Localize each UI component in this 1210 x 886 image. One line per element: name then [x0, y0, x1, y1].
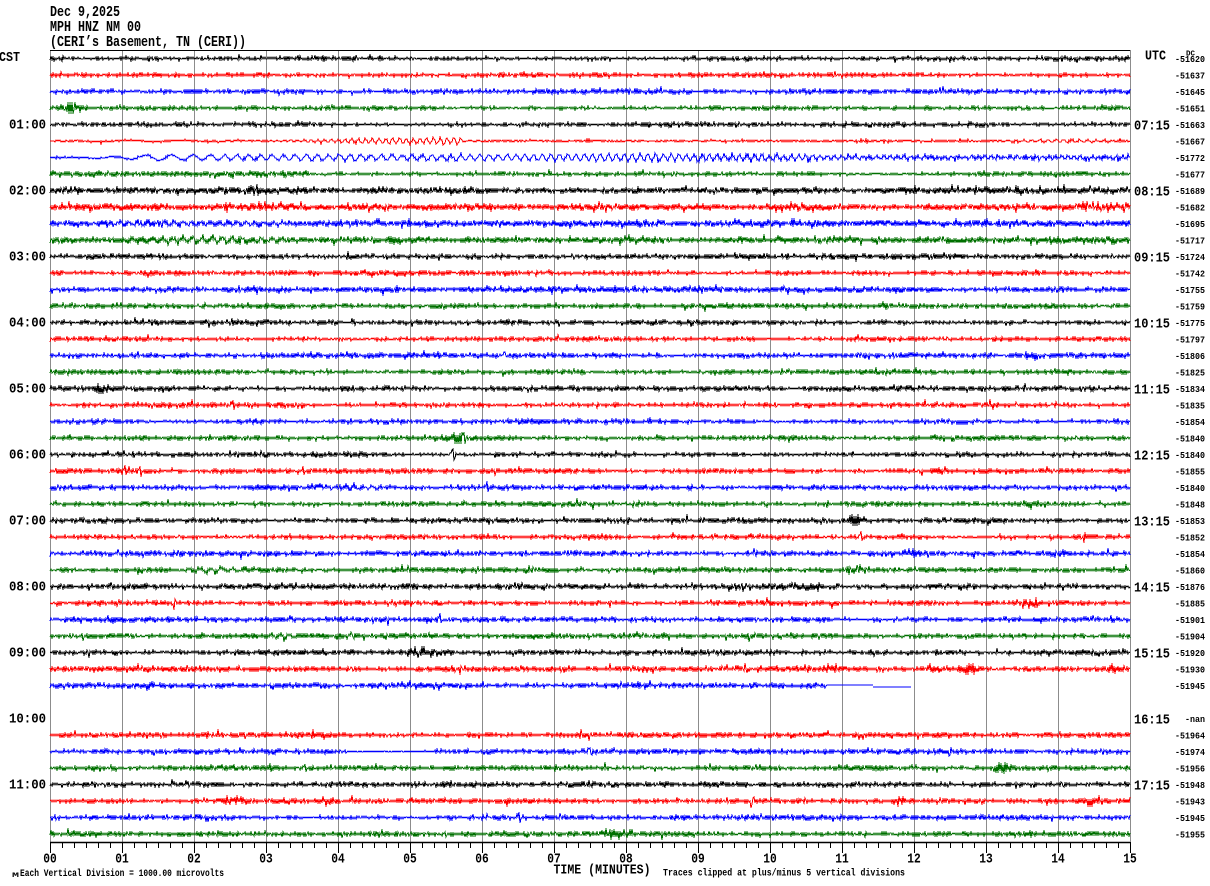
svg-text:-51651: -51651: [1175, 103, 1205, 114]
svg-text:-51620: -51620: [1175, 54, 1205, 65]
svg-text:09:00: 09:00: [9, 646, 46, 662]
svg-text:-51948: -51948: [1175, 780, 1205, 791]
svg-text:-51840: -51840: [1175, 433, 1205, 444]
svg-text:00: 00: [43, 852, 57, 868]
svg-text:06:00: 06:00: [9, 448, 46, 464]
svg-text:08: 08: [619, 852, 633, 868]
svg-text:-51637: -51637: [1175, 70, 1205, 81]
svg-text:-51695: -51695: [1175, 219, 1205, 230]
svg-text:-51901: -51901: [1175, 615, 1205, 626]
svg-text:13:15: 13:15: [1134, 515, 1170, 531]
svg-text:-51689: -51689: [1175, 186, 1205, 197]
svg-text:15:15: 15:15: [1134, 647, 1170, 663]
svg-text:-51840: -51840: [1175, 450, 1205, 461]
svg-text:-51964: -51964: [1175, 730, 1205, 741]
svg-text:17:15: 17:15: [1134, 779, 1170, 795]
svg-text:14: 14: [1051, 852, 1065, 868]
svg-text:-51943: -51943: [1175, 796, 1205, 807]
svg-text:-51677: -51677: [1175, 169, 1205, 180]
svg-text:11: 11: [835, 852, 849, 868]
svg-text:11:15: 11:15: [1134, 383, 1170, 399]
svg-text:-51920: -51920: [1175, 648, 1205, 659]
svg-text:-51848: -51848: [1175, 499, 1205, 510]
svg-text:Traces clipped at plus/minus 5: Traces clipped at plus/minus 5 vertical …: [663, 868, 905, 880]
svg-text:01:00: 01:00: [9, 118, 46, 134]
svg-text:12:15: 12:15: [1134, 449, 1170, 465]
svg-text:-nan: -nan: [1185, 714, 1205, 725]
svg-text:07: 07: [547, 852, 561, 868]
svg-text:10:15: 10:15: [1134, 317, 1170, 333]
svg-text:-51775: -51775: [1175, 318, 1205, 329]
svg-text:10:00: 10:00: [9, 712, 46, 728]
svg-text:01: 01: [115, 852, 129, 868]
svg-text:09:15: 09:15: [1134, 251, 1170, 267]
svg-text:-51854: -51854: [1175, 549, 1205, 560]
svg-text:-51876: -51876: [1175, 582, 1205, 593]
svg-text:-51667: -51667: [1175, 136, 1205, 147]
svg-text:09: 09: [691, 852, 705, 868]
svg-text:-51806: -51806: [1175, 351, 1205, 362]
svg-text:-51853: -51853: [1175, 516, 1205, 527]
svg-text:UTC: UTC: [1145, 50, 1166, 65]
svg-text:04:00: 04:00: [9, 316, 46, 332]
svg-text:-51854: -51854: [1175, 417, 1205, 428]
svg-text:CST: CST: [0, 51, 20, 66]
svg-text:11:00: 11:00: [9, 778, 46, 794]
svg-text:06: 06: [475, 852, 489, 868]
svg-text:-51645: -51645: [1175, 87, 1205, 98]
svg-text:MPH HNZ NM 00: MPH HNZ NM 00: [50, 19, 141, 36]
svg-text:15: 15: [1123, 852, 1137, 868]
svg-text:16:15: 16:15: [1134, 713, 1170, 729]
svg-text:-51956: -51956: [1175, 763, 1205, 774]
svg-text:-51852: -51852: [1175, 532, 1205, 543]
svg-text:-51945: -51945: [1175, 681, 1205, 692]
svg-text:-51860: -51860: [1175, 565, 1205, 576]
svg-text:12: 12: [907, 852, 921, 868]
svg-text:03:00: 03:00: [9, 250, 46, 266]
svg-text:10: 10: [763, 852, 777, 868]
svg-text:-51904: -51904: [1175, 631, 1205, 642]
svg-text:07:15: 07:15: [1134, 119, 1170, 135]
svg-text:-51835: -51835: [1175, 400, 1205, 411]
svg-text:02:00: 02:00: [9, 184, 46, 200]
svg-text:08:15: 08:15: [1134, 185, 1170, 201]
svg-text:08:00: 08:00: [9, 580, 46, 596]
svg-text:-51945: -51945: [1175, 813, 1205, 824]
svg-text:-51759: -51759: [1175, 301, 1205, 312]
svg-text:13: 13: [979, 852, 993, 868]
svg-text:-51724: -51724: [1175, 252, 1205, 263]
svg-text:-51855: -51855: [1175, 466, 1205, 477]
svg-text:-51930: -51930: [1175, 664, 1205, 675]
svg-text:TIME (MINUTES): TIME (MINUTES): [554, 863, 651, 879]
svg-text:-51682: -51682: [1175, 202, 1205, 213]
svg-text:-51663: -51663: [1175, 120, 1205, 131]
svg-text:-51840: -51840: [1175, 483, 1205, 494]
svg-text:14:15: 14:15: [1134, 581, 1170, 597]
svg-text:-51717: -51717: [1175, 235, 1205, 246]
svg-text:DC: DC: [1186, 51, 1195, 59]
svg-text:-51974: -51974: [1175, 747, 1205, 758]
svg-text:02: 02: [187, 852, 201, 868]
svg-text:03: 03: [259, 852, 273, 868]
svg-text:-51742: -51742: [1175, 268, 1205, 279]
svg-text:(CERI’s Basement, TN (CERI)): (CERI’s Basement, TN (CERI)): [50, 34, 246, 51]
svg-text:-51834: -51834: [1175, 384, 1205, 395]
svg-text:Each Vertical Division = 1000.: Each Vertical Division = 1000.00 microvo…: [20, 868, 224, 880]
svg-text:-51885: -51885: [1175, 598, 1205, 609]
svg-text:07:00: 07:00: [9, 514, 46, 530]
svg-text:04: 04: [331, 852, 345, 868]
svg-text:-51955: -51955: [1175, 829, 1205, 840]
svg-text:M: M: [12, 872, 20, 879]
svg-text:05:00: 05:00: [9, 382, 46, 398]
svg-text:-51797: -51797: [1175, 334, 1205, 345]
svg-text:-51755: -51755: [1175, 285, 1205, 296]
svg-text:Dec 9,2025: Dec 9,2025: [50, 4, 120, 21]
svg-text:-51772: -51772: [1175, 153, 1205, 164]
svg-text:05: 05: [403, 852, 417, 868]
svg-text:-51825: -51825: [1175, 367, 1205, 378]
